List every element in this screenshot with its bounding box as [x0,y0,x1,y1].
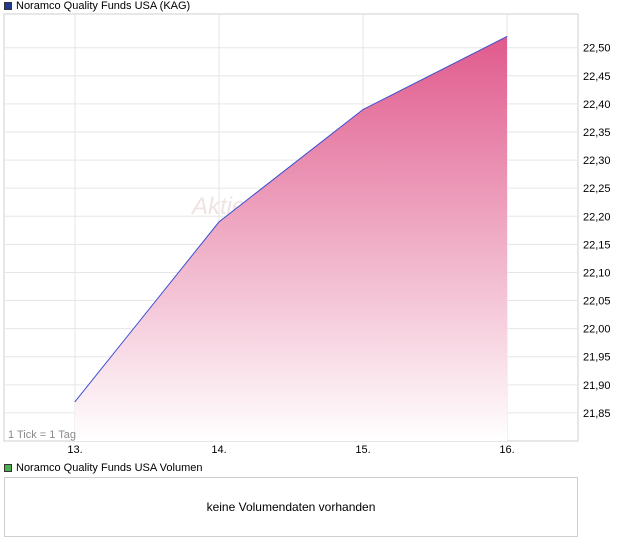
y-tick-label: 21,95 [583,352,611,364]
data-point [218,221,220,223]
y-tick-label: 22,50 [583,43,611,55]
x-tick-label: 16. [499,444,514,456]
price-area [75,36,507,441]
y-tick-label: 22,35 [583,127,611,139]
y-tick-label: 21,85 [583,408,611,420]
y-tick-label: 22,10 [583,267,611,279]
volume-empty-message: keine Volumendaten vorhanden [206,500,376,514]
y-tick-label: 22,20 [583,211,611,223]
x-tick-label: 13. [67,444,82,456]
data-point [74,401,76,403]
price-legend: Noramco Quality Funds USA (KAG) [4,0,190,12]
price-legend-label: Noramco Quality Funds USA (KAG) [16,0,191,12]
data-point [506,35,508,37]
volume-legend-swatch [4,464,12,472]
volume-legend: Noramco Quality Funds USA Volumen [4,462,202,474]
volume-legend-label: Noramco Quality Funds USA Volumen [16,462,203,474]
volume-panel: keine Volumendaten vorhanden [4,477,578,537]
price-chart: Aktien 21,8521,9021,9522,0022,0522,1022,… [3,13,611,456]
y-tick-label: 22,25 [583,183,611,195]
data-point [362,109,364,111]
y-tick-label: 22,30 [583,155,611,167]
y-tick-label: 22,05 [583,296,611,308]
price-legend-swatch [4,2,12,10]
y-tick-label: 22,40 [583,99,611,111]
price-line [74,36,508,402]
y-tick-label: 22,15 [583,239,611,251]
tick-note: 1 Tick = 1 Tag [8,429,76,441]
x-tick-label: 15. [355,444,370,456]
y-axis-ticks: 21,85 21,90 21,95 22,00 22,05 22,10 22,15 22,20… [583,43,611,420]
y-tick-label: 22,00 [583,324,611,336]
x-axis-ticks: 13. 14. 15. 16. [67,444,514,456]
y-tick-label: 22,45 [583,71,611,83]
y-tick-label: 21,90 [583,380,611,392]
x-tick-label: 14. [211,444,226,456]
